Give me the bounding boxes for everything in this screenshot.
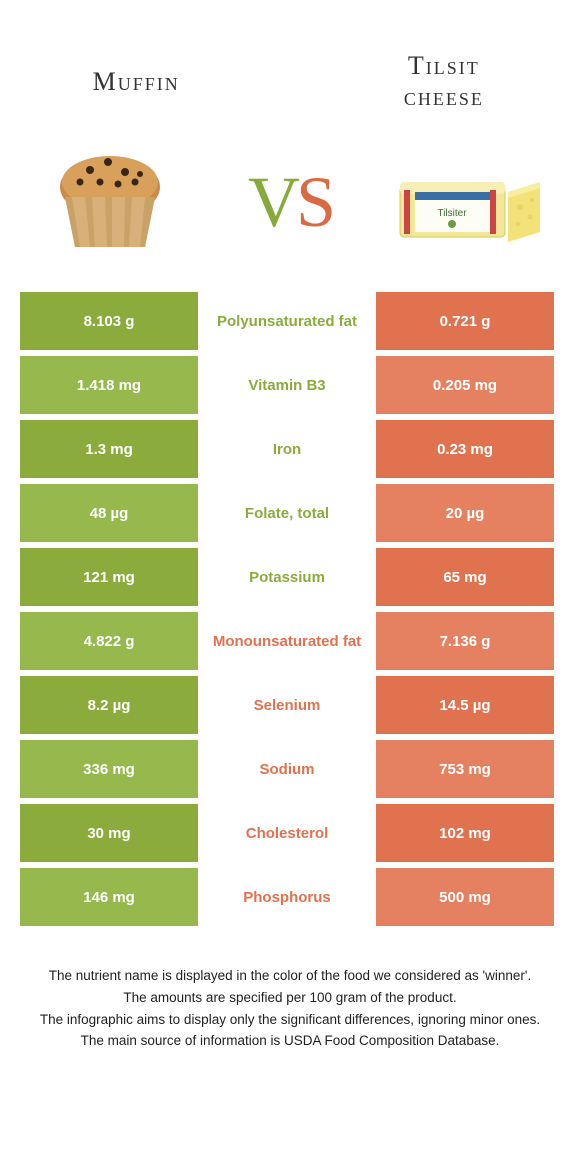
table-row: 1.418 mgVitamin B30.205 mg xyxy=(20,356,560,414)
title-right: Tilsit cheese xyxy=(348,50,540,112)
cell-nutrient-name: Polyunsaturated fat xyxy=(198,292,376,350)
cell-nutrient-name: Iron xyxy=(198,420,376,478)
cell-right-value: 65 mg xyxy=(376,548,554,606)
cell-left-value: 4.822 g xyxy=(20,612,198,670)
muffin-image xyxy=(30,142,190,262)
cell-left-value: 1.3 mg xyxy=(20,420,198,478)
footnote-line: The main source of information is USDA F… xyxy=(30,1031,550,1051)
table-row: 146 mgPhosphorus500 mg xyxy=(20,868,560,926)
title-left: Muffin xyxy=(40,66,232,97)
svg-text:Tilsiter: Tilsiter xyxy=(437,208,467,219)
cell-right-value: 0.205 mg xyxy=(376,356,554,414)
table-row: 8.2 µgSelenium14.5 µg xyxy=(20,676,560,734)
cell-left-value: 336 mg xyxy=(20,740,198,798)
footnote-line: The infographic aims to display only the… xyxy=(30,1010,550,1030)
comparison-table: 8.103 gPolyunsaturated fat0.721 g 1.418 m… xyxy=(20,292,560,926)
title-bar: Muffin Tilsit cheese xyxy=(0,0,580,122)
table-row: 48 µgFolate, total20 µg xyxy=(20,484,560,542)
cell-right-value: 20 µg xyxy=(376,484,554,542)
hero-row: VS Tilsiter xyxy=(0,122,580,292)
cell-left-value: 8.2 µg xyxy=(20,676,198,734)
table-row: 336 mgSodium753 mg xyxy=(20,740,560,798)
table-row: 1.3 mgIron0.23 mg xyxy=(20,420,560,478)
cell-nutrient-name: Sodium xyxy=(198,740,376,798)
vs-s: S xyxy=(296,162,332,242)
cell-right-value: 102 mg xyxy=(376,804,554,862)
cell-right-value: 14.5 µg xyxy=(376,676,554,734)
table-row: 4.822 gMonounsaturated fat7.136 g xyxy=(20,612,560,670)
cell-right-value: 7.136 g xyxy=(376,612,554,670)
cell-nutrient-name: Cholesterol xyxy=(198,804,376,862)
cell-left-value: 146 mg xyxy=(20,868,198,926)
cell-nutrient-name: Potassium xyxy=(198,548,376,606)
cell-nutrient-name: Vitamin B3 xyxy=(198,356,376,414)
cell-left-value: 121 mg xyxy=(20,548,198,606)
cell-nutrient-name: Folate, total xyxy=(198,484,376,542)
table-row: 30 mgCholesterol102 mg xyxy=(20,804,560,862)
footnotes: The nutrient name is displayed in the co… xyxy=(30,966,550,1050)
table-row: 8.103 gPolyunsaturated fat0.721 g xyxy=(20,292,560,350)
cell-left-value: 48 µg xyxy=(20,484,198,542)
cell-left-value: 1.418 mg xyxy=(20,356,198,414)
table-row: 121 mgPotassium65 mg xyxy=(20,548,560,606)
cell-right-value: 500 mg xyxy=(376,868,554,926)
cell-nutrient-name: Phosphorus xyxy=(198,868,376,926)
cell-nutrient-name: Selenium xyxy=(198,676,376,734)
cell-left-value: 8.103 g xyxy=(20,292,198,350)
cell-left-value: 30 mg xyxy=(20,804,198,862)
footnote-line: The amounts are specified per 100 gram o… xyxy=(30,988,550,1008)
cell-right-value: 0.23 mg xyxy=(376,420,554,478)
cell-nutrient-name: Monounsaturated fat xyxy=(198,612,376,670)
cheese-image: Tilsiter xyxy=(390,142,550,262)
vs-label: VS xyxy=(248,161,332,244)
cell-right-value: 753 mg xyxy=(376,740,554,798)
footnote-line: The nutrient name is displayed in the co… xyxy=(30,966,550,986)
cell-right-value: 0.721 g xyxy=(376,292,554,350)
vs-v: V xyxy=(248,162,296,242)
